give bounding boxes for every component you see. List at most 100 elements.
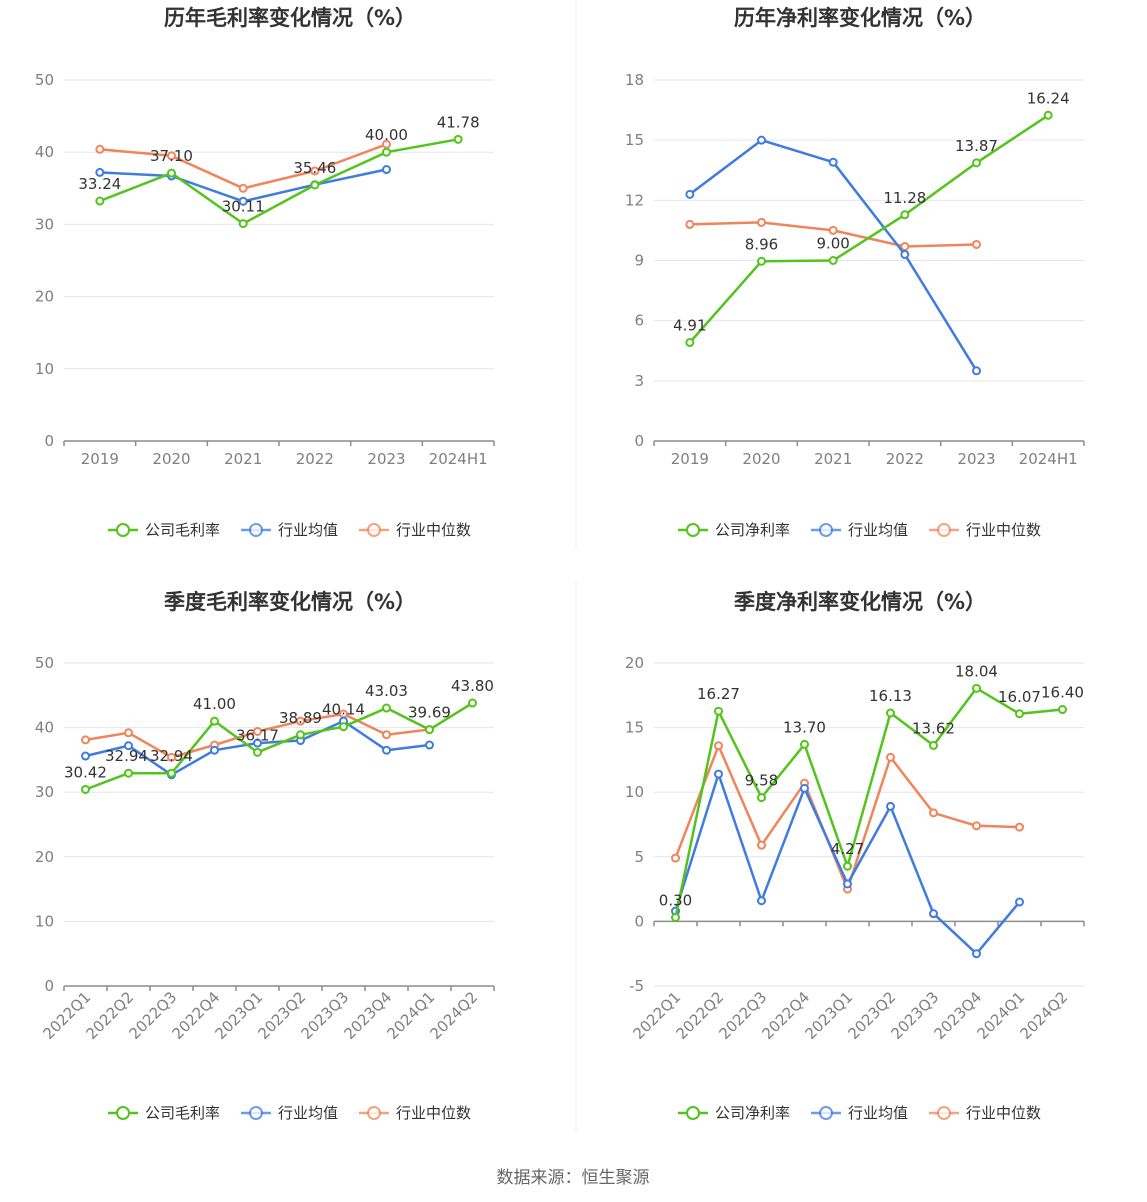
y-tick-label: 6 — [634, 312, 644, 330]
data-label: 0.30 — [659, 892, 692, 910]
data-point — [757, 256, 766, 266]
data-point — [296, 730, 305, 740]
y-tick-label: 50 — [35, 71, 54, 89]
y-tick-label: 20 — [35, 288, 54, 306]
data-point — [382, 165, 391, 175]
legend-label: 公司净利率 — [715, 1104, 790, 1122]
data-point — [95, 144, 105, 154]
data-point — [972, 821, 981, 831]
legend-label: 公司毛利率 — [145, 521, 220, 539]
chart-title: 季度毛利率变化情况（%） — [164, 590, 416, 614]
data-point — [757, 840, 766, 850]
data-point — [886, 708, 895, 718]
data-point — [757, 135, 766, 145]
legend-swatch-marker — [819, 1106, 833, 1120]
legend-label: 行业中位数 — [966, 1104, 1041, 1122]
data-point — [1015, 822, 1024, 832]
data-point — [972, 239, 981, 249]
y-tick-label: 10 — [625, 783, 644, 801]
chart-title: 季度净利率变化情况（%） — [734, 590, 986, 614]
data-point — [81, 735, 90, 745]
data-label: 43.80 — [451, 677, 494, 695]
data-point — [972, 949, 981, 959]
series-line-3 — [99, 143, 387, 190]
data-label: 9.58 — [745, 772, 778, 790]
legend-label: 行业中位数 — [396, 1104, 471, 1122]
series-line-2 — [689, 138, 978, 372]
legend-swatch-marker — [367, 1106, 381, 1120]
legend-label: 行业中位数 — [396, 521, 471, 539]
data-point — [468, 698, 477, 708]
data-label: 16.24 — [1027, 89, 1070, 107]
data-point — [253, 726, 262, 736]
data-point — [929, 740, 938, 750]
data-point — [124, 728, 133, 738]
data-label: 16.27 — [697, 685, 740, 703]
y-tick-label: 12 — [625, 191, 644, 209]
chart-panel-3: 季度毛利率变化情况（%）010203040502022Q12022Q22022Q… — [35, 590, 495, 1122]
data-point — [453, 134, 463, 144]
data-label: 4.27 — [831, 840, 864, 858]
y-tick-label: 40 — [35, 719, 54, 737]
legend-label: 行业均值 — [848, 1104, 908, 1122]
data-point — [757, 217, 766, 227]
legend-swatch-marker — [116, 1106, 130, 1120]
data-label: 32.94 — [150, 747, 193, 765]
x-tick-label: 2021 — [224, 450, 262, 468]
data-point — [800, 783, 809, 793]
data-point — [828, 256, 838, 265]
data-label: 43.03 — [365, 682, 408, 700]
y-tick-label: -5 — [629, 977, 644, 995]
data-label: 32.94 — [105, 747, 148, 765]
data-point — [929, 909, 938, 919]
y-tick-label: 0 — [634, 432, 644, 450]
y-tick-label: 30 — [35, 215, 54, 233]
data-label: 40.14 — [322, 701, 365, 719]
data-label: 30.11 — [222, 198, 265, 216]
data-label: 16.13 — [869, 687, 912, 705]
y-tick-label: 9 — [634, 252, 644, 270]
x-tick-label: 2022 — [886, 450, 924, 468]
y-tick-label: 5 — [634, 848, 644, 866]
y-tick-label: 20 — [35, 848, 54, 866]
data-label: 16.40 — [1041, 684, 1084, 702]
data-point — [1043, 110, 1053, 120]
data-point — [671, 913, 680, 923]
data-point — [828, 225, 838, 235]
data-point — [972, 366, 981, 376]
legend-swatch-marker — [249, 1106, 263, 1120]
data-label: 41.00 — [193, 695, 236, 713]
data-label: 38.89 — [279, 709, 322, 727]
legend-swatch-marker — [686, 1106, 700, 1120]
data-label: 13.62 — [912, 719, 955, 737]
data-point — [972, 158, 981, 168]
data-point — [339, 722, 348, 732]
data-point — [685, 338, 695, 348]
y-tick-label: 15 — [625, 131, 644, 149]
data-point — [1015, 709, 1024, 719]
chart-panel-1: 历年毛利率变化情况（%） 0 10 20 30 40 50 2019 2020 2021 2022 2… — [35, 6, 495, 539]
data-source-label: 数据来源：恒生聚源 — [497, 1168, 650, 1188]
data-point — [310, 180, 320, 190]
data-label: 9.00 — [816, 235, 849, 253]
x-tick-label: 2023 — [367, 450, 405, 468]
data-point — [757, 896, 766, 906]
data-point — [81, 784, 90, 794]
legend-label: 行业均值 — [848, 521, 908, 539]
legend-label: 公司毛利率 — [145, 1104, 220, 1122]
data-point — [425, 740, 434, 750]
data-point — [972, 683, 981, 693]
data-point — [929, 808, 938, 818]
chart-title: 历年净利率变化情况（%） — [734, 6, 986, 30]
data-point — [714, 769, 723, 779]
chart-panel-2: 历年净利率变化情况（%） 0 3 6 9 12 15 18 2019 2020 2021 2022 20… — [625, 6, 1085, 539]
data-point — [671, 853, 680, 863]
series-line-1 — [85, 702, 474, 791]
data-point — [210, 716, 219, 726]
data-label: 4.91 — [673, 317, 706, 335]
y-tick-label: 0 — [44, 432, 54, 450]
x-tick-label: 2019 — [81, 450, 119, 468]
data-label: 13.70 — [783, 718, 826, 736]
data-point — [900, 249, 910, 259]
data-point — [95, 167, 105, 177]
